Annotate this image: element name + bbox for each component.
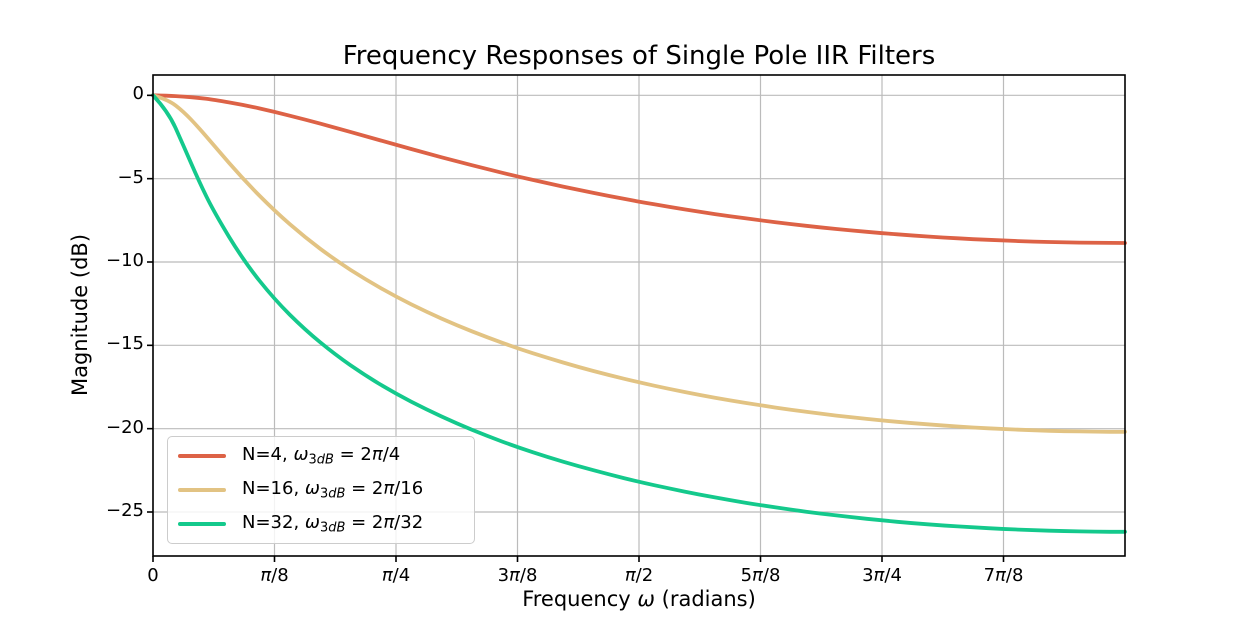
x-tick-label: 5π/8 (740, 565, 781, 586)
curve-n16 (151, 93, 1127, 434)
legend-label: N=16, ω3dB = 2π/16 (242, 478, 424, 502)
legend-item-n16: N=16, ω3dB = 2π/16 (178, 478, 464, 502)
chart-title: Frequency Responses of Single Pole IIR F… (342, 41, 936, 71)
legend-label: N=32, ω3dB = 2π/32 (242, 512, 424, 536)
x-tick-label: 7π/8 (983, 565, 1024, 586)
y-tick-label: −25 (106, 500, 144, 521)
legend-item-n32: N=32, ω3dB = 2π/32 (178, 512, 464, 536)
x-tick-label: π/4 (381, 565, 411, 586)
x-axis-label: Frequency ω (radians) (522, 587, 756, 611)
legend-swatch (178, 487, 226, 492)
y-tick-label: −10 (106, 250, 144, 271)
x-tick-label: 0 (147, 565, 159, 586)
x-tick-label: 3π/8 (497, 565, 538, 586)
x-tick-label: 3π/4 (862, 565, 902, 586)
y-tick-label: −5 (117, 166, 144, 188)
x-tick-label: π/8 (260, 565, 289, 586)
y-tick-label: −15 (106, 333, 144, 355)
legend-swatch (178, 453, 226, 458)
curve-n32 (151, 93, 1127, 534)
legend-item-n4: N=4, ω3dB = 2π/4 (178, 444, 464, 468)
y-tick-label: −20 (106, 416, 144, 438)
curve-n4 (151, 93, 1127, 245)
legend-label: N=4, ω3dB = 2π/4 (242, 444, 401, 468)
x-tick-label: π/2 (624, 565, 654, 586)
legend: N=4, ω3dB = 2π/4 N=16, ω3dB = 2π/16 N=32, … (167, 436, 475, 544)
legend-swatch (178, 521, 226, 526)
y-tick-label: 0 (132, 83, 144, 105)
